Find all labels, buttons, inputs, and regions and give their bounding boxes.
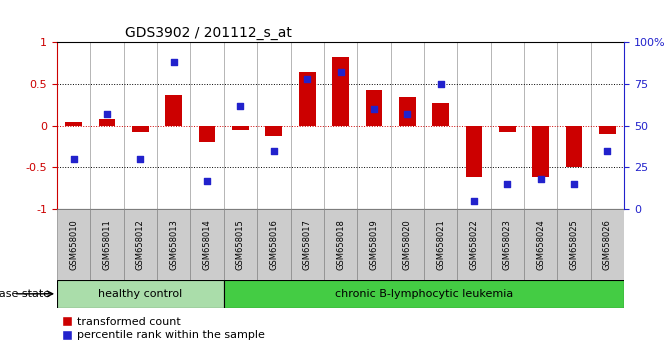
Bar xyxy=(558,209,590,280)
Bar xyxy=(57,209,91,280)
Bar xyxy=(457,209,491,280)
Bar xyxy=(524,209,558,280)
Point xyxy=(402,111,413,117)
Bar xyxy=(232,126,249,130)
Bar xyxy=(224,280,624,308)
Point xyxy=(135,156,146,162)
Text: GSM658025: GSM658025 xyxy=(570,219,578,270)
Text: GSM658014: GSM658014 xyxy=(203,219,211,270)
Point xyxy=(68,156,79,162)
Text: GSM658018: GSM658018 xyxy=(336,219,345,270)
Text: GSM658017: GSM658017 xyxy=(303,219,312,270)
Text: GDS3902 / 201112_s_at: GDS3902 / 201112_s_at xyxy=(125,26,292,40)
Bar xyxy=(357,209,391,280)
Point xyxy=(368,106,379,112)
Point xyxy=(202,178,213,183)
Bar xyxy=(132,126,149,132)
Text: GSM658020: GSM658020 xyxy=(403,219,412,270)
Point xyxy=(602,148,613,154)
Point xyxy=(336,70,346,75)
Bar xyxy=(157,209,191,280)
Text: disease state: disease state xyxy=(0,289,50,299)
Text: GSM658024: GSM658024 xyxy=(536,219,545,270)
Bar xyxy=(191,209,224,280)
Text: GSM658016: GSM658016 xyxy=(269,219,278,270)
Text: GSM658011: GSM658011 xyxy=(103,219,111,270)
Bar xyxy=(566,126,582,167)
Bar xyxy=(65,121,82,126)
Legend: transformed count, percentile rank within the sample: transformed count, percentile rank withi… xyxy=(62,317,265,341)
Text: GSM658026: GSM658026 xyxy=(603,219,612,270)
Point xyxy=(468,198,479,203)
Text: GSM658019: GSM658019 xyxy=(369,219,378,270)
Bar xyxy=(91,209,123,280)
Bar xyxy=(391,209,424,280)
Bar xyxy=(324,209,357,280)
Text: GSM658023: GSM658023 xyxy=(503,219,512,270)
Bar xyxy=(57,280,224,308)
Text: GSM658010: GSM658010 xyxy=(69,219,79,270)
Bar xyxy=(399,97,415,126)
Text: GSM658022: GSM658022 xyxy=(470,219,478,270)
Point xyxy=(302,76,313,82)
Bar xyxy=(366,90,382,126)
Bar xyxy=(291,209,324,280)
Point xyxy=(235,103,246,109)
Bar xyxy=(332,57,349,126)
Bar xyxy=(491,209,524,280)
Bar xyxy=(590,209,624,280)
Text: chronic B-lymphocytic leukemia: chronic B-lymphocytic leukemia xyxy=(335,289,513,299)
Point xyxy=(535,176,546,182)
Bar xyxy=(599,126,616,134)
Bar xyxy=(123,209,157,280)
Bar xyxy=(532,126,549,177)
Bar xyxy=(99,119,115,126)
Text: GSM658012: GSM658012 xyxy=(136,219,145,270)
Bar xyxy=(432,103,449,126)
Bar xyxy=(257,209,291,280)
Bar xyxy=(266,126,282,137)
Point xyxy=(168,59,179,65)
Bar xyxy=(299,72,315,126)
Bar xyxy=(499,126,515,132)
Text: GSM658015: GSM658015 xyxy=(236,219,245,270)
Point xyxy=(102,111,113,117)
Point xyxy=(435,81,446,87)
Point xyxy=(568,181,579,187)
Bar xyxy=(424,209,457,280)
Point xyxy=(502,181,513,187)
Bar xyxy=(466,126,482,177)
Text: healthy control: healthy control xyxy=(98,289,183,299)
Bar xyxy=(224,209,257,280)
Bar xyxy=(199,126,215,142)
Text: GSM658013: GSM658013 xyxy=(169,219,178,270)
Point xyxy=(268,148,279,154)
Text: GSM658021: GSM658021 xyxy=(436,219,445,270)
Bar xyxy=(166,95,182,126)
